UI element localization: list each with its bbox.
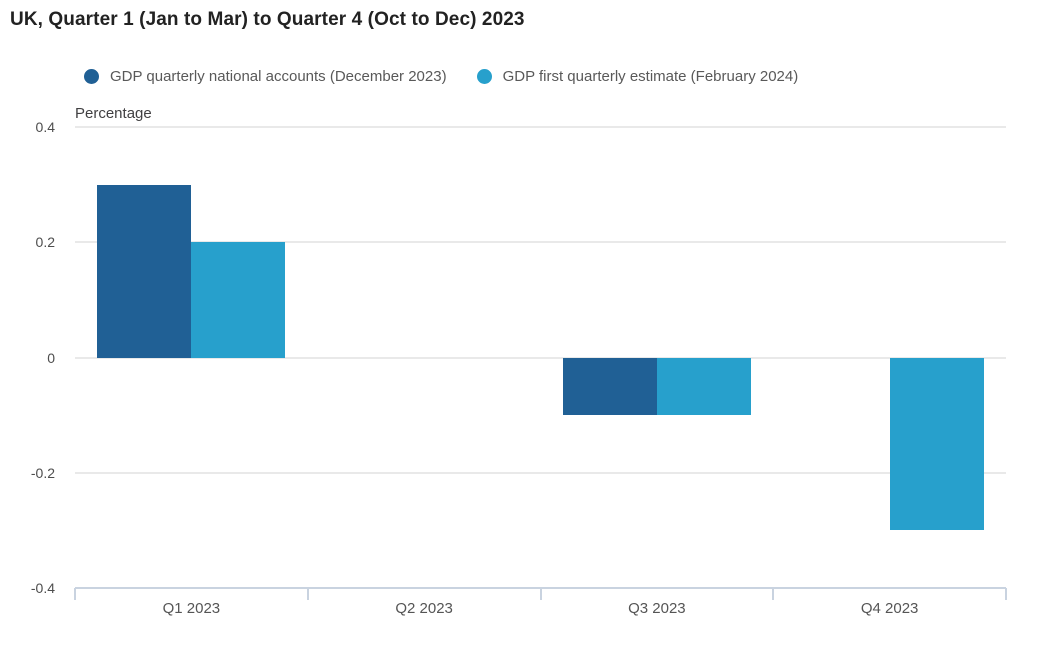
x-axis-category-label: Q2 2023 xyxy=(395,600,453,617)
y-gridline xyxy=(75,126,1006,128)
legend-item-label: GDP first quarterly estimate (February 2… xyxy=(502,68,799,85)
bar-q3-2023-series-0[interactable] xyxy=(562,357,657,416)
legend: GDP quarterly national accounts (Decembe… xyxy=(84,68,798,85)
x-axis-tick xyxy=(539,588,542,600)
y-gridline xyxy=(75,471,1006,474)
y-gridline xyxy=(75,241,1006,244)
legend-item-national-accounts[interactable]: GDP quarterly national accounts (Decembe… xyxy=(84,68,447,85)
y-gridline xyxy=(75,356,1006,359)
legend-item-first-estimate[interactable]: GDP first quarterly estimate (February 2… xyxy=(476,68,799,85)
x-axis-category-label: Q3 2023 xyxy=(628,600,686,617)
y-axis-title: Percentage xyxy=(75,105,152,122)
legend-dot-icon xyxy=(476,69,492,84)
chart-title: UK, Quarter 1 (Jan to Mar) to Quarter 4 … xyxy=(10,9,525,30)
legend-item-label: GDP quarterly national accounts (Decembe… xyxy=(110,68,447,85)
bar-q4-2023-series-1[interactable] xyxy=(889,357,984,531)
y-axis-tick-label: -0.4 xyxy=(30,580,55,596)
y-axis-tick-label: -0.2 xyxy=(30,464,55,481)
bar-q1-2023-series-1[interactable] xyxy=(191,242,286,358)
x-axis-category-label: Q4 2023 xyxy=(860,600,919,617)
x-axis-tick xyxy=(74,588,76,600)
x-axis-tick xyxy=(772,588,775,600)
x-axis-tick xyxy=(306,588,309,600)
y-axis-tick-label: 0.4 xyxy=(35,119,55,135)
legend-dot-icon xyxy=(84,69,99,84)
bar-q1-2023-series-0[interactable] xyxy=(97,184,192,358)
bar-q3-2023-series-1[interactable] xyxy=(656,357,751,416)
y-axis-tick-label: 0 xyxy=(47,349,55,366)
y-axis-tick-label: 0.2 xyxy=(35,234,55,251)
x-axis-tick xyxy=(1005,588,1007,600)
x-axis-category-label: Q1 2023 xyxy=(162,600,221,617)
